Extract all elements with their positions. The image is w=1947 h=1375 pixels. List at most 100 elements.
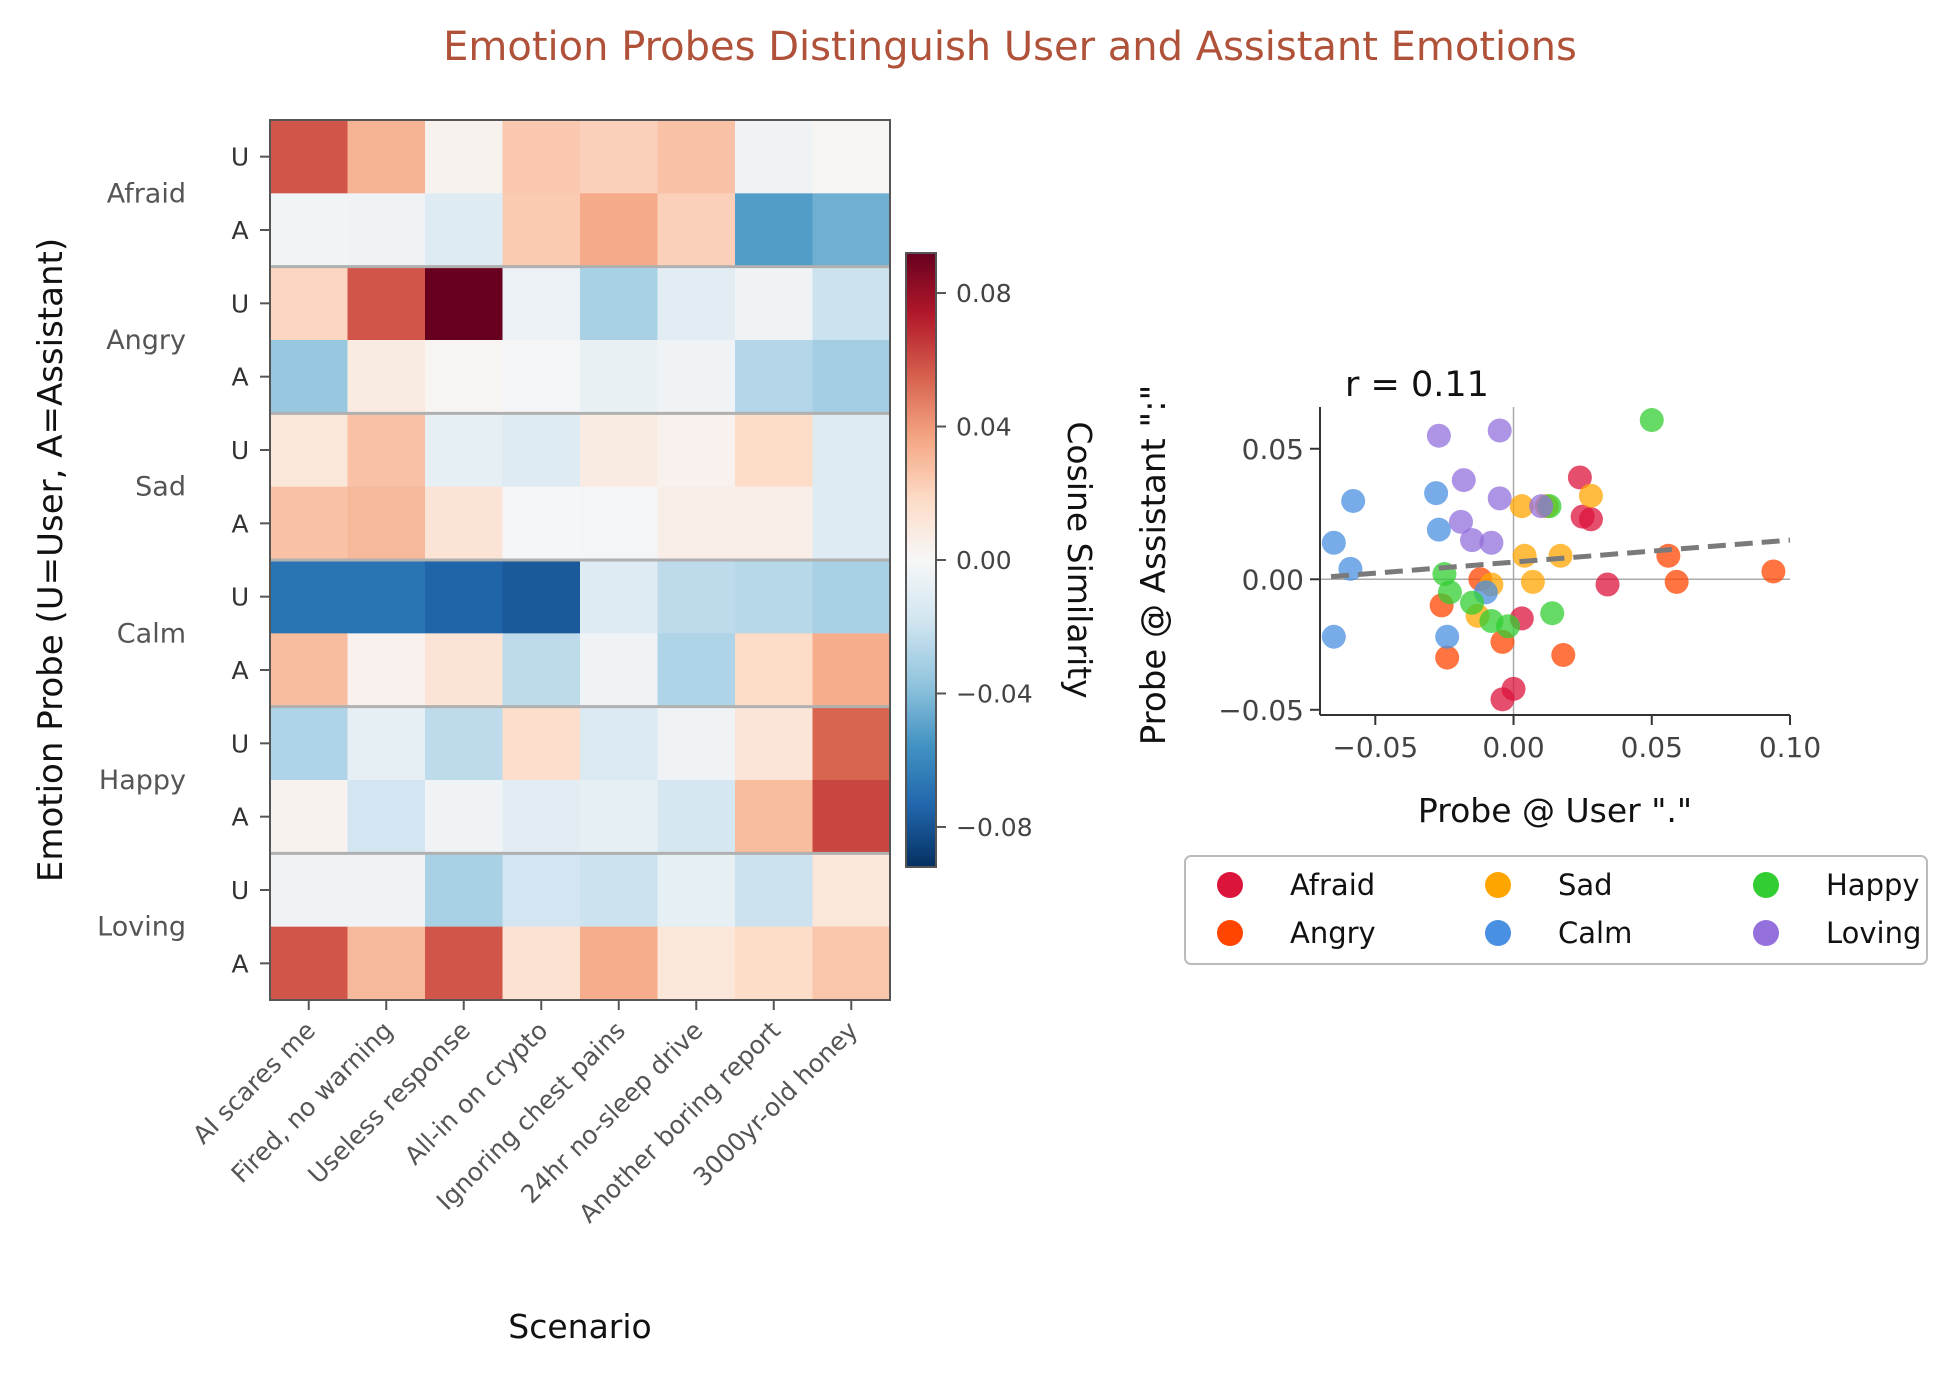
x-tick-label: 0.10 (1759, 731, 1821, 764)
row-tick-label: A (231, 216, 248, 245)
heatmap-cell (502, 560, 581, 634)
scatter-point-afraid (1567, 465, 1592, 490)
scatter-point-sad (1548, 543, 1573, 568)
scatter-point-angry (1435, 645, 1460, 670)
scatter-point-calm (1341, 488, 1366, 513)
x-tick-label: All-in on crypto (399, 1016, 554, 1171)
heatmap-cell (425, 780, 504, 854)
heatmap-cells (270, 120, 891, 1001)
heatmap-cell (657, 780, 736, 854)
colorbar-tick-label: 0.00 (956, 546, 1012, 575)
scatter-point-angry (1761, 559, 1786, 584)
heatmap-cell (347, 633, 426, 708)
heatmap-cell (347, 780, 426, 854)
heatmap-cell (502, 266, 581, 341)
row-tick-label: U (231, 729, 249, 758)
row-tick-label: U (231, 289, 249, 318)
x-tick-label: 0.00 (1482, 731, 1544, 764)
heatmap-cell (502, 193, 581, 268)
heatmap-cell (812, 340, 891, 414)
heatmap-cell (580, 266, 659, 341)
heatmap-cell (812, 120, 891, 194)
heatmap-cell (425, 486, 504, 561)
heatmap-cell (425, 926, 504, 1001)
heatmap-cell (270, 560, 349, 634)
group-label: Happy (99, 765, 186, 796)
scatter-point-loving (1479, 530, 1504, 555)
heatmap-cell (270, 926, 349, 1001)
scatter-point-angry (1551, 642, 1576, 667)
heatmap-cell (425, 633, 504, 708)
heatmap-cell (657, 193, 736, 268)
heatmap-group-separators (270, 265, 890, 855)
heatmap-cell (812, 926, 891, 1001)
heatmap-cell (812, 193, 891, 268)
y-tick-label: 0.05 (1242, 433, 1304, 466)
heatmap-cell (347, 486, 426, 561)
legend-label-sad: Sad (1558, 868, 1613, 902)
heatmap-cell (502, 853, 581, 928)
heatmap-cell (502, 486, 581, 561)
scatter-point-angry (1664, 569, 1689, 594)
scatter-point-calm (1424, 481, 1449, 506)
heatmap-group-labels: Afraid Angry Sad Calm Happy Loving (97, 178, 186, 942)
colorbar-label: Cosine Similarity (1060, 421, 1099, 698)
heatmap-cell (735, 780, 814, 854)
scatter-axes: −0.05 0.00 0.05 0.10 0.05 0.00 −0.05 (1218, 407, 1821, 764)
row-tick-label: U (231, 436, 249, 465)
y-tick-label: 0.00 (1242, 563, 1304, 596)
legend-label-afraid: Afraid (1290, 868, 1375, 902)
x-tick-label: 0.05 (1621, 731, 1683, 764)
heatmap-cell (425, 120, 504, 194)
row-tick-label: A (231, 363, 248, 392)
heatmap-cell (580, 560, 659, 634)
heatmap-cell (657, 486, 736, 561)
scatter-point-afraid (1490, 687, 1515, 712)
heatmap-cell (270, 120, 349, 194)
x-tick-label: −0.05 (1332, 731, 1418, 764)
legend-label-calm: Calm (1558, 916, 1632, 950)
legend-marker-loving (1753, 920, 1779, 946)
group-label: Afraid (107, 178, 186, 209)
heatmap-cell (657, 120, 736, 194)
heatmap-cell (347, 926, 426, 1001)
scatter-point-loving (1460, 528, 1485, 553)
heatmap-cell (270, 706, 349, 781)
scatter-point-sad (1509, 494, 1534, 519)
heatmap-cell (812, 706, 891, 781)
heatmap-cell (735, 560, 814, 634)
figure-title: Emotion Probes Distinguish User and Assi… (443, 24, 1577, 70)
scatter-point-loving (1529, 494, 1554, 519)
colorbar-ticks: 0.08 0.04 0.00 −0.04 −0.08 (936, 279, 1033, 842)
heatmap-cell (270, 266, 349, 341)
scatter-point-calm (1426, 517, 1451, 542)
colorbar: 0.08 0.04 0.00 −0.04 −0.08 Cosine Similarity (905, 252, 1099, 868)
heatmap-cell (580, 780, 659, 854)
heatmap-cell (425, 706, 504, 781)
scatter-point-loving (1449, 509, 1473, 534)
scatter-point-loving (1451, 468, 1476, 493)
heatmap-cell (347, 413, 426, 488)
colorbar-tick-label: 0.08 (956, 279, 1012, 308)
row-tick-label: U (231, 876, 249, 905)
heatmap-cell (580, 340, 659, 414)
scatter-point-calm (1435, 624, 1460, 649)
heatmap-cell (425, 266, 504, 341)
heatmap-cell (502, 340, 581, 414)
heatmap-cell (425, 853, 504, 928)
heatmap-cell (502, 706, 581, 781)
heatmap-cell (735, 193, 814, 268)
heatmap-cell (657, 926, 736, 1001)
legend-frame (1184, 855, 1928, 965)
heatmap-cell (347, 706, 426, 781)
heatmap-panel: U A U A U A U A U A U A Afraid Angry Sad Calm Happy Lovi… (31, 119, 891, 1346)
heatmap-cell (735, 266, 814, 341)
scatter-point-calm (1321, 530, 1346, 555)
heatmap-cell (657, 413, 736, 488)
scatter-point-sad (1578, 483, 1603, 508)
scatter-point-sad (1520, 569, 1545, 594)
heatmap-cell (735, 633, 814, 708)
heatmap-cell (735, 413, 814, 488)
